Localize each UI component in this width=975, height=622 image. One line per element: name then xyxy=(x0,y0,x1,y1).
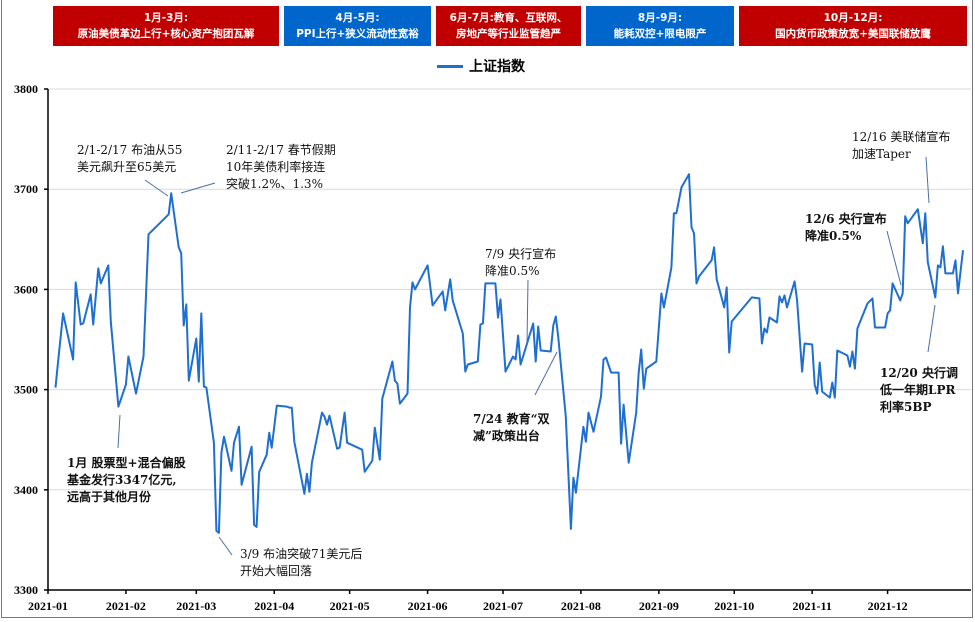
annotation-line: 美元飙升至65美元 xyxy=(77,160,177,174)
annotation-line: 基金发行3347亿元, xyxy=(67,473,177,487)
period-text: PPI上行+狭义流动性宽裕 xyxy=(296,28,419,40)
annotation-leader-line xyxy=(180,182,216,194)
y-tick-label: 3800 xyxy=(14,82,38,96)
x-tick-label: 2021-03 xyxy=(176,599,216,613)
annotation: 2/1-2/17 布油从55 美元飙升至65美元 xyxy=(77,142,182,176)
annotation: 12/16 美联储宣布 加速Taper xyxy=(852,129,950,163)
y-tick-label: 3500 xyxy=(14,383,38,397)
annotation-line: 12/16 美联储宣布 xyxy=(852,130,951,144)
annotation-leader-line xyxy=(925,156,930,204)
annotation-leader-line xyxy=(218,536,233,556)
x-tick-label: 2021-02 xyxy=(106,599,146,613)
x-tick-label: 2021-10 xyxy=(714,599,754,613)
y-tick-label: 3400 xyxy=(14,483,38,497)
x-tick-label: 2021-06 xyxy=(408,599,448,613)
x-tick-label: 2021-08 xyxy=(561,599,601,613)
x-tick-label: 2021-07 xyxy=(483,599,523,613)
annotation-leader-line xyxy=(526,279,529,344)
x-tick-label: 2021-01 xyxy=(28,599,68,613)
period-box: 8月-9月: 能耗双控+限电限产 xyxy=(585,5,735,47)
annotation-line: 利率5BP xyxy=(880,400,932,414)
legend: 上证指数 xyxy=(437,56,525,76)
legend-swatch xyxy=(437,64,463,68)
annotation-line: 3/9 布油突破71美元后 xyxy=(240,547,363,561)
annotation-line: 1月 股票型+混合偏股 xyxy=(67,456,186,470)
period-text: 10月-12月: xyxy=(823,12,883,24)
period-text: 6月-7月:教育、互联网、 xyxy=(449,12,568,24)
y-tick-label: 3600 xyxy=(14,282,38,296)
period-text: 国内货币政策放宽+美国联储放鹰 xyxy=(775,28,931,40)
annotation: 12/6 央行宣布 降准0.5% xyxy=(805,211,887,245)
annotation-line: 减”政策出台 xyxy=(473,429,540,443)
period-box: 10月-12月: 国内货币政策放宽+美国联储放鹰 xyxy=(738,5,968,47)
period-text: 房地产等行业监管趋严 xyxy=(456,28,561,40)
x-tick-label: 2021-11 xyxy=(793,599,832,613)
annotation-line: 降准0.5% xyxy=(485,264,540,278)
period-box: 1月-3月: 原油美债革边上行+核心资产抱团瓦解 xyxy=(52,5,280,47)
annotation-line: 7/24 教育“双 xyxy=(473,412,550,426)
period-text: 8月-9月: xyxy=(637,12,683,24)
x-tick-label: 2021-12 xyxy=(868,599,908,613)
series-line-shanghai-composite xyxy=(54,173,964,534)
annotation: 1月 股票型+混合偏股 基金发行3347亿元, 远高于其他月份 xyxy=(67,455,186,506)
x-tick-label: 2021-04 xyxy=(254,599,294,613)
annotation-line: 2/1-2/17 布油从55 xyxy=(77,143,183,157)
period-box: 6月-7月:教育、互联网、 房地产等行业监管趋严 xyxy=(435,5,582,47)
period-text: 能耗双控+限电限产 xyxy=(613,28,707,40)
annotation-leader-line xyxy=(886,230,902,286)
annotation-line: 突破1.2%、1.3% xyxy=(226,177,323,191)
annotation-leader-line xyxy=(534,351,558,396)
annotation: 7/24 教育“双 减”政策出台 xyxy=(473,411,550,445)
annotation: 2/11-2/17 春节假期 10年美债利率接连 突破1.2%、1.3% xyxy=(226,142,336,193)
y-tick-label: 3300 xyxy=(14,583,38,597)
period-text: 1月-3月: xyxy=(143,12,189,24)
annotation-line: 降准0.5% xyxy=(805,229,862,243)
annotation-line: 远高于其他月份 xyxy=(67,490,152,504)
annotation-line: 开始大幅回落 xyxy=(240,564,313,578)
period-text: 原油美债革边上行+核心资产抱团瓦解 xyxy=(77,28,255,40)
legend-label: 上证指数 xyxy=(469,59,525,75)
annotation-line: 加速Taper xyxy=(852,147,911,161)
annotation-line: 12/6 央行宣布 xyxy=(805,212,887,226)
annotation: 12/20 央行调 低一年期LPR 利率5BP xyxy=(880,365,958,416)
annotation-leader-line xyxy=(927,304,936,353)
x-tick-label: 2021-05 xyxy=(330,599,370,613)
annotation-line: 12/20 央行调 xyxy=(880,366,958,380)
annotation-leader-line xyxy=(117,414,121,449)
annotation-line: 2/11-2/17 春节假期 xyxy=(226,143,336,157)
annotation-leader-line xyxy=(144,179,169,197)
annotation-line: 10年美债利率接连 xyxy=(226,160,326,174)
x-tick-label: 2021-09 xyxy=(639,599,679,613)
annotation-line: 低一年期LPR xyxy=(880,383,956,397)
period-text: 4月-5月: xyxy=(335,12,380,24)
y-tick-label: 3700 xyxy=(14,182,38,196)
annotation-line: 7/9 央行宣布 xyxy=(485,247,557,261)
annotation: 3/9 布油突破71美元后 开始大幅回落 xyxy=(240,546,362,580)
period-box: 4月-5月: PPI上行+狭义流动性宽裕 xyxy=(283,5,432,47)
annotation: 7/9 央行宣布 降准0.5% xyxy=(485,246,556,280)
